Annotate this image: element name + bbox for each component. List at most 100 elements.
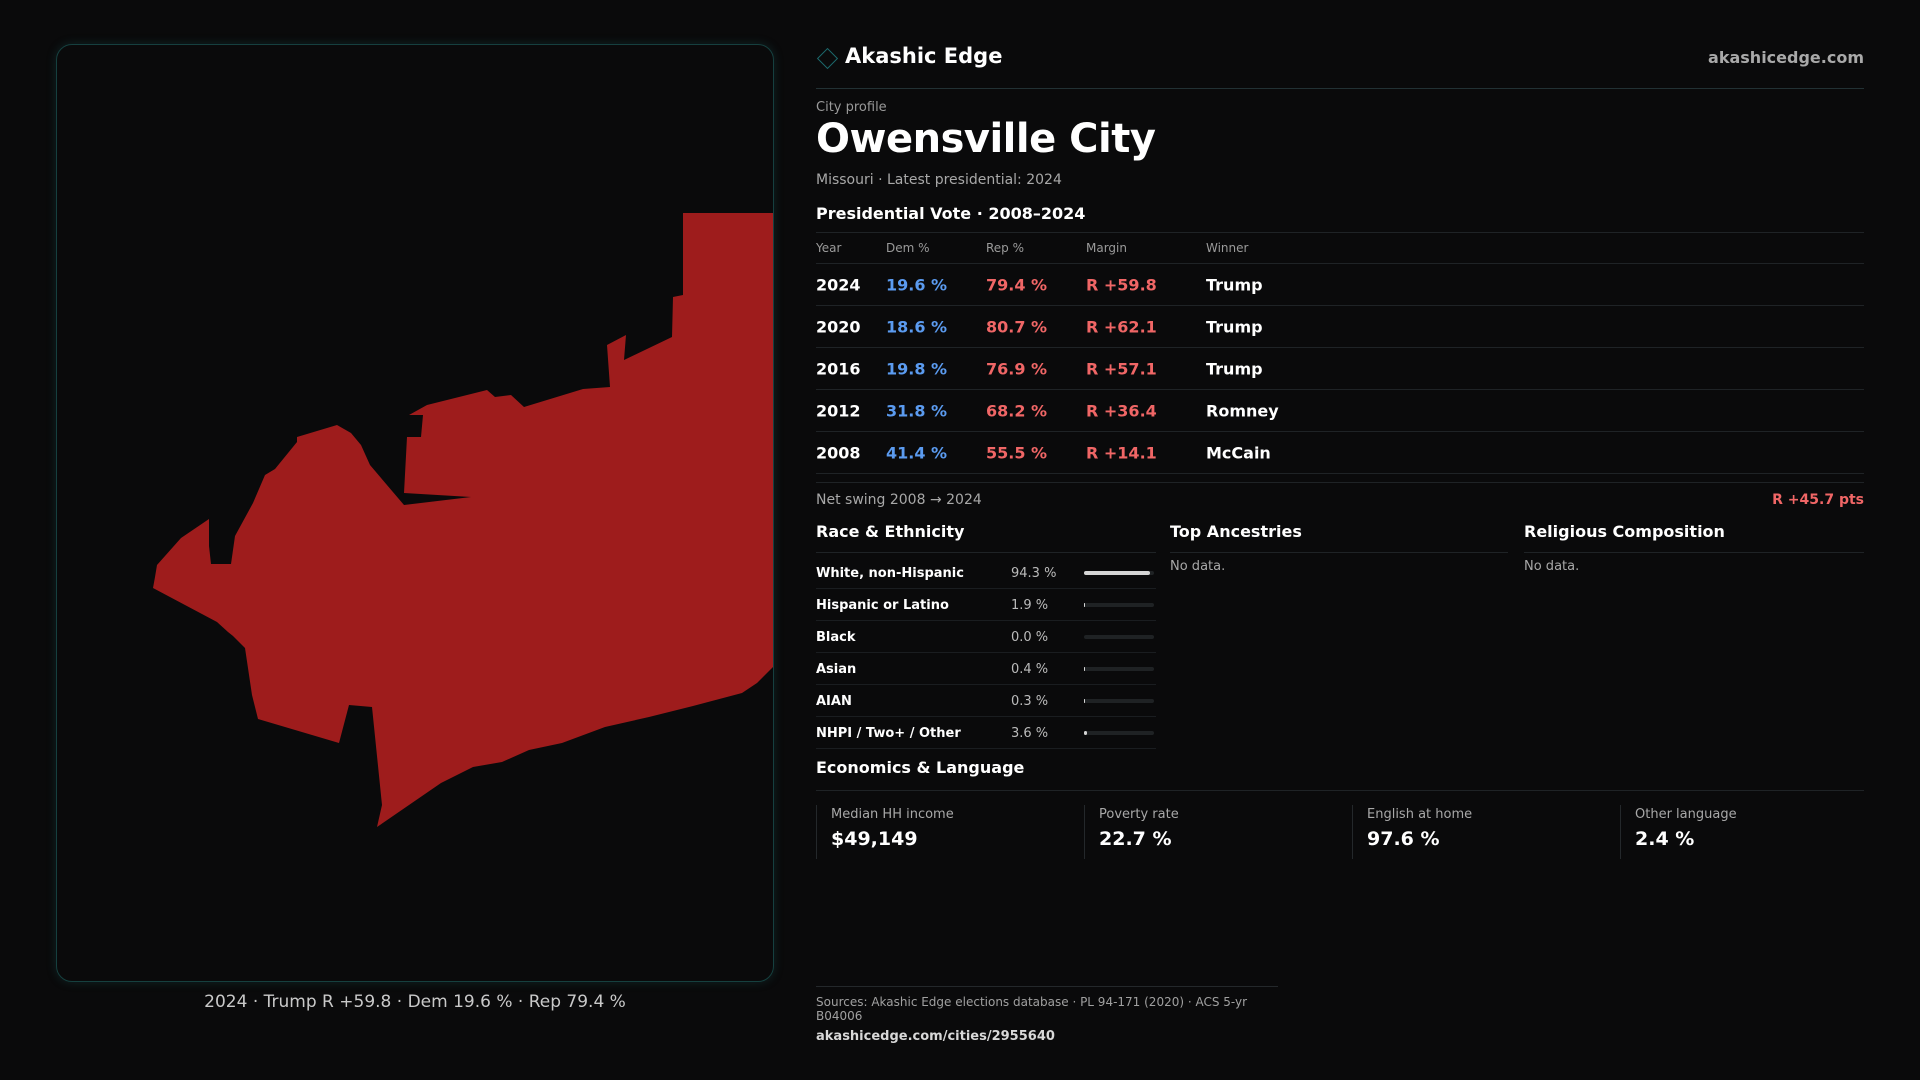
col-header-year: Year — [816, 241, 842, 255]
caption-winner: Trump — [263, 992, 317, 1012]
city-boundary-shape — [153, 213, 773, 827]
row-winner: Romney — [1206, 401, 1279, 420]
vote-table: Year Dem % Rep % Margin Winner 2024 19.6… — [816, 232, 1864, 474]
row-winner: Trump — [1206, 359, 1263, 378]
race-bar — [1084, 571, 1154, 575]
race-value: 0.0 % — [1011, 630, 1049, 645]
race-label: AIAN — [816, 694, 852, 709]
race-bar-fill — [1084, 603, 1086, 607]
brand[interactable]: Akashic Edge — [816, 44, 1003, 69]
net-swing: Net swing 2008 → 2024 R +45.7 pts — [816, 482, 1864, 515]
race-bar-fill — [1084, 731, 1087, 735]
page-url-link[interactable]: akashicedge.com/cities/2955640 — [816, 1029, 1055, 1044]
race-label: Black — [816, 630, 856, 645]
stat-value: 22.7 % — [1099, 828, 1172, 850]
religion-empty: No data. — [1524, 559, 1580, 574]
race-value: 3.6 % — [1011, 726, 1049, 741]
diamond-logo-icon — [816, 47, 839, 69]
economics-section: Economics & Language Median HH income $4… — [816, 758, 1864, 865]
row-rep: 80.7 % — [986, 317, 1048, 336]
row-winner: McCain — [1206, 443, 1271, 462]
sources-text: Sources: Akashic Edge elections database… — [816, 995, 1248, 1023]
religion-section-title: Religious Composition — [1524, 520, 1864, 553]
col-header-dem: Dem % — [886, 241, 930, 255]
row-rep: 76.9 % — [986, 359, 1048, 378]
header: Akashic Edge akashicedge.com — [816, 42, 1864, 89]
col-header-margin: Margin — [1086, 241, 1127, 255]
row-dem: 41.4 % — [886, 443, 948, 462]
religion-section: Religious Composition No data. — [1524, 520, 1864, 574]
net-swing-label: Net swing 2008 → 2024 — [816, 492, 982, 508]
row-dem: 19.6 % — [886, 275, 948, 294]
race-bar-fill — [1084, 571, 1150, 575]
ancestries-section-title: Top Ancestries — [1170, 520, 1508, 553]
stat-value: $49,149 — [831, 828, 918, 850]
race-value: 94.3 % — [1011, 566, 1057, 581]
race-label: White, non-Hispanic — [816, 566, 964, 581]
caption-margin: R +59.8 — [322, 992, 392, 1012]
col-header-rep: Rep % — [986, 241, 1025, 255]
row-rep: 68.2 % — [986, 401, 1048, 420]
race-bar-fill — [1084, 699, 1086, 703]
table-row: 2008 41.4 % 55.5 % R +14.1 McCain — [816, 432, 1864, 474]
row-year: 2020 — [816, 317, 861, 336]
map-caption: 2024 · Trump R +59.8 · Dem 19.6 % · Rep … — [204, 992, 626, 1012]
race-label: Asian — [816, 662, 857, 677]
stat-label: Poverty rate — [1099, 807, 1179, 822]
row-rep: 79.4 % — [986, 275, 1048, 294]
profile-subtitle: Missouri · Latest presidential: 2024 — [816, 172, 1062, 188]
stat-card: Median HH income $49,149 — [816, 805, 1071, 859]
table-row: 2020 18.6 % 80.7 % R +62.1 Trump — [816, 306, 1864, 348]
ancestries-section: Top Ancestries No data. — [1170, 520, 1508, 574]
race-bar-fill — [1084, 667, 1086, 671]
net-swing-value: R +45.7 pts — [1772, 492, 1864, 508]
race-bar — [1084, 667, 1154, 671]
race-bar — [1084, 699, 1154, 703]
site-link[interactable]: akashicedge.com — [1708, 48, 1864, 67]
economics-cards: Median HH income $49,149 Poverty rate 22… — [816, 805, 1864, 865]
row-dem: 18.6 % — [886, 317, 948, 336]
race-section: Race & Ethnicity White, non-Hispanic 94.… — [816, 520, 1156, 749]
stat-value: 97.6 % — [1367, 828, 1440, 850]
list-item: Black 0.0 % — [816, 621, 1156, 653]
race-value: 0.4 % — [1011, 662, 1049, 677]
race-bar — [1084, 635, 1154, 639]
stat-card: English at home 97.6 % — [1352, 805, 1607, 859]
footer: Sources: Akashic Edge elections database… — [816, 986, 1278, 1044]
economics-section-title: Economics & Language — [816, 758, 1864, 791]
race-label: NHPI / Two+ / Other — [816, 726, 961, 741]
row-winner: Trump — [1206, 275, 1263, 294]
stat-label: English at home — [1367, 807, 1473, 822]
race-value: 0.3 % — [1011, 694, 1049, 709]
row-margin: R +62.1 — [1086, 317, 1157, 336]
row-rep: 55.5 % — [986, 443, 1048, 462]
brand-name: Akashic Edge — [845, 44, 1003, 68]
row-margin: R +59.8 — [1086, 275, 1157, 294]
table-row: 2024 19.6 % 79.4 % R +59.8 Trump — [816, 264, 1864, 306]
row-margin: R +14.1 — [1086, 443, 1157, 462]
ancestries-empty: No data. — [1170, 559, 1226, 574]
city-boundary-map — [153, 213, 773, 827]
page-title: Owensville City — [816, 116, 1156, 162]
caption-rep: Rep 79.4 % — [528, 992, 626, 1012]
col-header-winner: Winner — [1206, 241, 1249, 255]
list-item: NHPI / Two+ / Other 3.6 % — [816, 717, 1156, 749]
race-bar — [1084, 603, 1154, 607]
stat-card: Other language 2.4 % — [1620, 805, 1865, 859]
list-item: AIAN 0.3 % — [816, 685, 1156, 717]
stat-card: Poverty rate 22.7 % — [1084, 805, 1339, 859]
row-year: 2016 — [816, 359, 861, 378]
vote-table-header: Year Dem % Rep % Margin Winner — [816, 233, 1864, 264]
stat-value: 2.4 % — [1635, 828, 1695, 850]
stat-label: Other language — [1635, 807, 1737, 822]
city-map-panel — [56, 44, 774, 982]
row-dem: 31.8 % — [886, 401, 948, 420]
row-year: 2012 — [816, 401, 861, 420]
list-item: Asian 0.4 % — [816, 653, 1156, 685]
caption-dem: Dem 19.6 % — [407, 992, 513, 1012]
table-row: 2016 19.8 % 76.9 % R +57.1 Trump — [816, 348, 1864, 390]
race-section-title: Race & Ethnicity — [816, 520, 1156, 553]
race-value: 1.9 % — [1011, 598, 1049, 613]
profile-eyebrow: City profile — [816, 100, 887, 115]
list-item: Hispanic or Latino 1.9 % — [816, 589, 1156, 621]
